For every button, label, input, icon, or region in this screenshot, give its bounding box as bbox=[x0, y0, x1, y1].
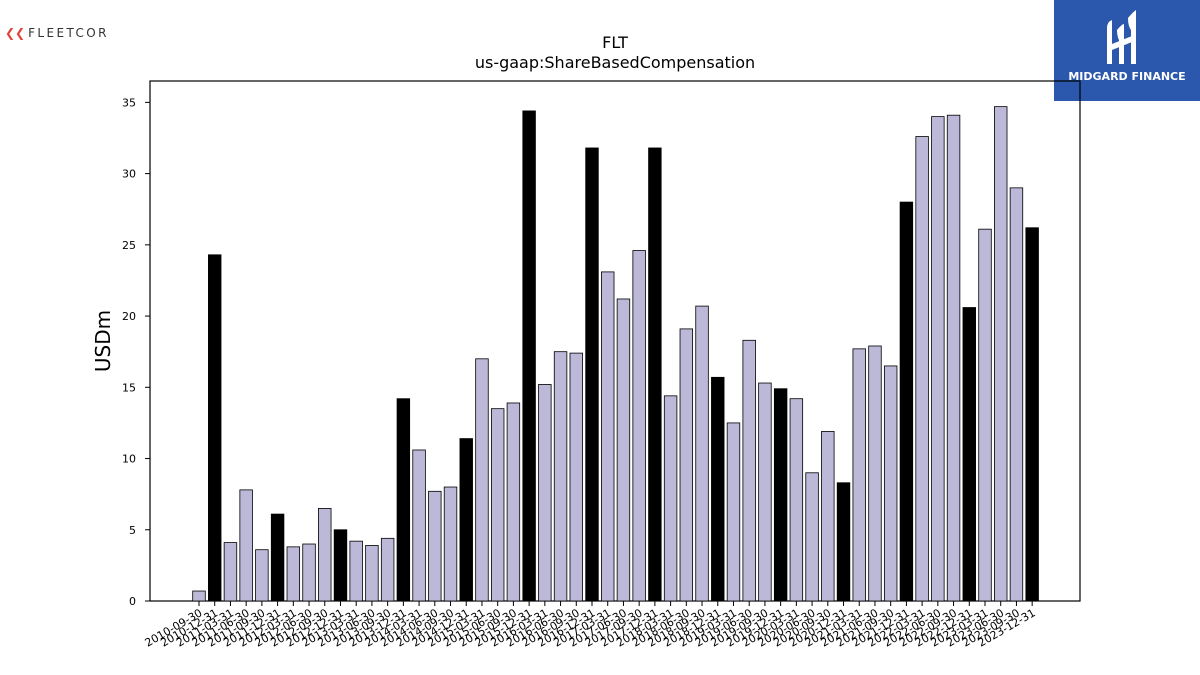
bar bbox=[648, 147, 662, 602]
bar bbox=[396, 398, 411, 602]
y-tick-label: 15 bbox=[122, 381, 136, 394]
bar bbox=[286, 546, 301, 602]
bar bbox=[553, 351, 568, 602]
bar bbox=[412, 449, 426, 602]
bar bbox=[978, 228, 992, 602]
bar bbox=[192, 590, 206, 602]
bar bbox=[679, 328, 694, 602]
fleetcor-wordmark: FLEETCOR bbox=[28, 26, 109, 40]
bar bbox=[789, 398, 804, 602]
bar bbox=[868, 345, 882, 602]
bar bbox=[883, 365, 898, 602]
bar bbox=[663, 395, 678, 602]
bar bbox=[302, 543, 316, 602]
bar bbox=[946, 114, 961, 602]
bar bbox=[1009, 187, 1024, 602]
bar bbox=[208, 254, 222, 602]
bar bbox=[349, 540, 363, 602]
y-axis-label: USDm bbox=[91, 310, 115, 372]
bar bbox=[506, 402, 521, 602]
bar bbox=[915, 136, 929, 602]
y-tick-label: 10 bbox=[122, 453, 136, 466]
bar bbox=[836, 482, 851, 602]
bar bbox=[758, 382, 772, 602]
y-tick-label: 5 bbox=[129, 524, 136, 537]
fleetcor-logo: ❮❮ FLEETCOR bbox=[5, 26, 109, 40]
bar bbox=[475, 358, 489, 602]
bar bbox=[443, 486, 458, 602]
y-tick-label: 20 bbox=[122, 310, 136, 323]
bar bbox=[333, 529, 348, 602]
bar bbox=[616, 298, 631, 602]
bar bbox=[805, 472, 819, 602]
bar bbox=[962, 307, 976, 602]
y-tick-label: 35 bbox=[122, 96, 136, 109]
bar bbox=[632, 250, 646, 602]
bar bbox=[711, 376, 725, 602]
bar bbox=[380, 537, 395, 602]
chart-title: FLT bbox=[602, 33, 628, 52]
bar bbox=[601, 271, 615, 602]
y-tick-label: 30 bbox=[122, 168, 136, 181]
bar bbox=[490, 408, 505, 602]
bar bbox=[852, 348, 866, 602]
bar bbox=[821, 431, 835, 602]
bar bbox=[365, 545, 379, 602]
bar bbox=[255, 549, 269, 602]
bar bbox=[538, 384, 552, 602]
chart-subtitle: us-gaap:ShareBasedCompensation bbox=[474, 53, 756, 72]
midgard-finance-logo: MIDGARD FINANCE bbox=[1054, 0, 1200, 101]
y-tick-label: 25 bbox=[122, 239, 136, 252]
bar bbox=[726, 422, 741, 602]
bar bbox=[459, 438, 473, 602]
bar bbox=[1025, 227, 1039, 602]
bar bbox=[569, 352, 583, 602]
bar bbox=[318, 507, 332, 602]
bar bbox=[773, 388, 788, 602]
midgard-wordmark: MIDGARD FINANCE bbox=[1068, 70, 1186, 83]
bar bbox=[931, 116, 945, 602]
bar bbox=[522, 110, 536, 602]
bar bbox=[223, 542, 238, 602]
midgard-logo-icon bbox=[1107, 10, 1136, 64]
bar bbox=[270, 513, 285, 602]
bar bbox=[899, 201, 914, 602]
bar bbox=[239, 489, 253, 602]
plot-frame bbox=[149, 80, 1081, 602]
bar bbox=[428, 490, 442, 602]
bar bbox=[994, 106, 1008, 602]
bar bbox=[695, 305, 709, 602]
y-tick-label: 0 bbox=[129, 595, 136, 608]
fleetcor-swoosh-icon: ❮❮ bbox=[5, 26, 26, 40]
bar bbox=[585, 147, 599, 602]
bar bbox=[742, 339, 756, 602]
